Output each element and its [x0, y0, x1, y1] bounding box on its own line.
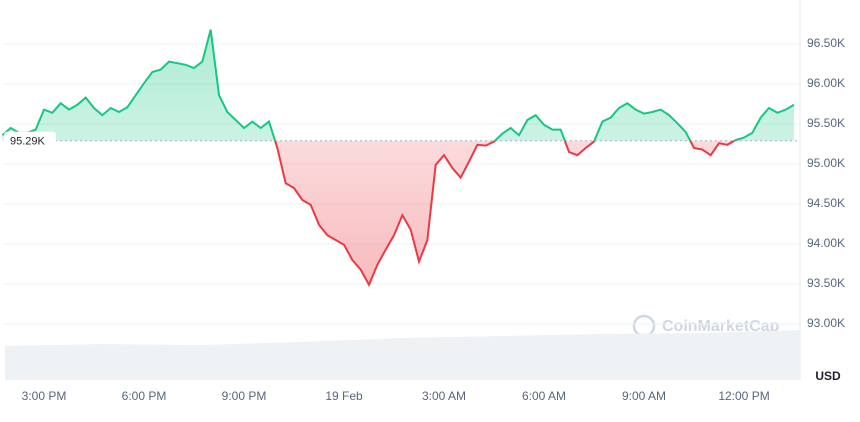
y-tick-label: 93.50K [807, 276, 845, 290]
baseline-label-box [4, 131, 56, 150]
x-tick-label: 3:00 PM [22, 389, 67, 403]
x-tick-label: 6:00 AM [522, 389, 566, 403]
area-up [2, 29, 795, 141]
baseline-label: 95.29K [10, 136, 46, 148]
line-up [1, 29, 795, 141]
area-down [275, 140, 735, 285]
watermark-text: CoinMarketCap [662, 318, 780, 335]
y-tick-label: 96.00K [807, 76, 845, 90]
x-tick-label: 6:00 PM [122, 389, 167, 403]
x-tick-label: 3:00 AM [422, 389, 466, 403]
currency-label: USD [815, 369, 841, 383]
y-tick-label: 95.00K [807, 156, 845, 170]
y-tick-label: 94.50K [807, 196, 845, 210]
x-tick-label: 9:00 AM [622, 389, 666, 403]
x-tick-label: 9:00 PM [222, 389, 267, 403]
y-tick-label: 96.50K [807, 36, 845, 50]
volume-area [5, 330, 800, 380]
x-tick-label: 12:00 PM [718, 389, 769, 403]
line-down [274, 140, 737, 288]
y-tick-label: 93.00K [807, 316, 845, 330]
x-tick-label: 19 Feb [325, 389, 363, 403]
y-tick-label: 94.00K [807, 236, 845, 250]
y-tick-label: 95.50K [807, 116, 845, 130]
